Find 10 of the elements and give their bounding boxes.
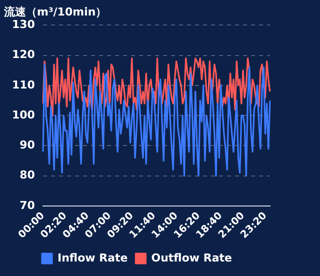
y-tick-label: 110 <box>12 78 36 92</box>
y-tick-label: 100 <box>12 108 36 122</box>
y-tick-label: 90 <box>20 138 36 152</box>
y-tick-label: 70 <box>20 198 36 212</box>
y-tick-label: 120 <box>12 48 36 62</box>
y-tick-label: 80 <box>20 168 36 182</box>
legend-label: Outflow Rate <box>151 251 232 264</box>
chart-title: 流速（m³/10min） <box>3 5 107 18</box>
y-tick-label: 130 <box>12 18 36 32</box>
legend-label: Inflow Rate <box>58 251 128 264</box>
